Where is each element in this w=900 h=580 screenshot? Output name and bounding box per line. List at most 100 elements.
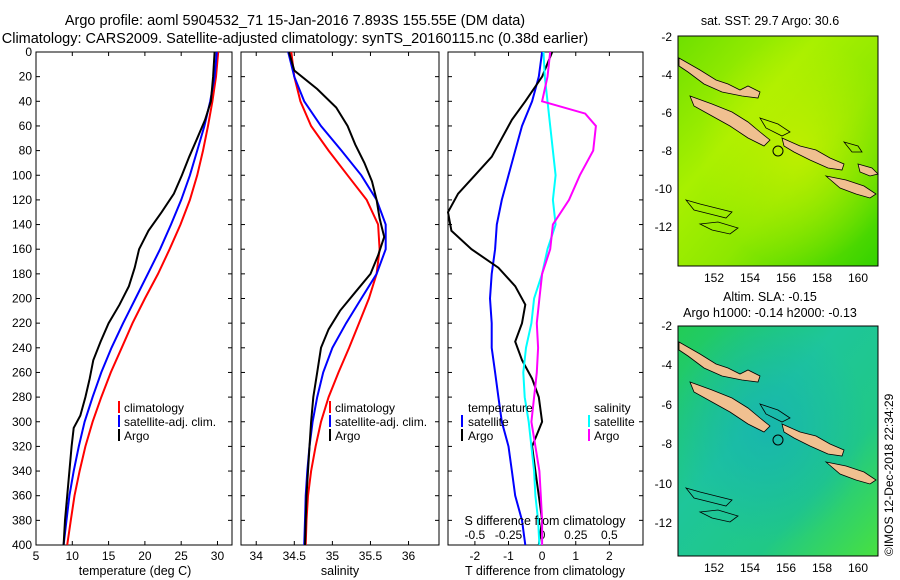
legend-label-climatology: climatology <box>124 401 184 415</box>
y-tick-label: 0 <box>25 45 32 59</box>
sst-coastlines <box>684 117 863 235</box>
x-tick-label: 10 <box>66 549 80 563</box>
series-line-s-satellite <box>522 51 557 546</box>
y-tick-label: 180 <box>12 267 32 281</box>
map-ytick: -10 <box>655 477 673 491</box>
sla-coastlines <box>684 403 791 523</box>
legend-title-salinity: salinity <box>594 401 631 415</box>
map-xtick: 160 <box>848 271 868 285</box>
sst-map-ticks: 152 154 156 158 160 -2 -4 -6 -8 -10 -12 <box>655 30 869 285</box>
x-tick-label: -2 <box>470 549 481 563</box>
y-tick-label: 400 <box>12 538 32 552</box>
legend-label-satellite: satellite-adj. clim. <box>124 415 216 429</box>
series-line-climatology <box>290 51 381 546</box>
map-xtick: 152 <box>704 271 724 285</box>
y-tick-label: 40 <box>19 94 33 108</box>
y-tick-label: 260 <box>12 365 32 379</box>
title-line-2: Climatology: CARS2009. Satellite-adjuste… <box>2 31 589 47</box>
difference-legend: temperature satellite Argo salinity sate… <box>461 401 635 443</box>
y-tick-label: 360 <box>12 489 32 503</box>
series-line-argo <box>288 51 386 546</box>
sst-map: sat. SST: 29.7 Argo: 30.6 152 154 156 15… <box>655 14 879 285</box>
y-tick-label: 60 <box>19 119 33 133</box>
map-ytick: -6 <box>661 398 672 412</box>
sla-map-frame <box>677 325 879 557</box>
y-tick-label: 300 <box>12 415 32 429</box>
x-tick-label: 1 <box>572 549 579 563</box>
map-ytick: -4 <box>661 68 672 82</box>
x-tick-label: -1 <box>503 549 514 563</box>
series-line-climatology <box>66 51 220 546</box>
legend-label-climatology: climatology <box>335 401 395 415</box>
map-xtick: 160 <box>848 561 868 575</box>
x-tick-label: 34.5 <box>283 549 307 563</box>
temperature-panel: 0 20 40 60 80 100 120 140 160 180 200 220 240 260 280 3… <box>12 45 233 563</box>
x2-tick-label: 0.5 <box>601 528 618 542</box>
x-tick-label: 35.5 <box>359 549 383 563</box>
map-ytick: -12 <box>655 220 673 234</box>
y-tick-label: 100 <box>12 168 32 182</box>
series-line-satellite-adj-clim- <box>62 51 218 546</box>
plot-frame <box>240 51 440 546</box>
legend-label-satellite: satellite-adj. clim. <box>335 415 427 429</box>
y-tick-label: 160 <box>12 242 32 256</box>
imos-credit: ©IMOS 12-Dec-2018 22:34:29 <box>882 393 896 556</box>
map-ytick: -8 <box>661 144 672 158</box>
s-difference-xlabel: S difference from climatology <box>465 514 627 528</box>
salinity-xlabel: salinity <box>321 564 360 578</box>
sla-map-title-2: Argo h1000: -0.14 h2000: -0.13 <box>683 306 857 320</box>
y-tick-label: 20 <box>19 70 33 84</box>
legend-label-argo: Argo <box>124 429 150 443</box>
x2-tick-label: -0.25 <box>495 528 523 542</box>
legend-label-t-satellite: satellite <box>468 415 509 429</box>
temperature-legend: climatology satellite-adj. clim. Argo <box>118 401 216 443</box>
x-tick-label: 34 <box>250 549 264 563</box>
salinity-panel: 34 34.5 35 35.5 36 <box>240 51 440 563</box>
map-xtick: 156 <box>776 561 796 575</box>
difference-panel: -2 -1 0 1 2-0.5 -0.25 0 0.25 0.5 <box>446 51 644 563</box>
map-xtick: 158 <box>812 271 832 285</box>
x-tick-label: 25 <box>175 549 189 563</box>
y-tick-label: 220 <box>12 316 32 330</box>
x-tick-label: 30 <box>211 549 225 563</box>
y-tick-label: 240 <box>12 341 32 355</box>
y-tick-label: 280 <box>12 390 32 404</box>
sst-map-frame <box>677 35 879 267</box>
y-tick-label: 120 <box>12 193 32 207</box>
x-tick-label: 35 <box>326 549 340 563</box>
salinity-legend: climatology satellite-adj. clim. Argo <box>329 401 427 443</box>
map-ytick: -2 <box>661 319 672 333</box>
series-line-s-argo <box>530 51 597 545</box>
temperature-xlabel: temperature (deg C) <box>79 564 192 578</box>
map-xtick: 154 <box>740 271 760 285</box>
sst-warm-patch <box>678 36 878 266</box>
y-tick-label: 80 <box>19 144 33 158</box>
legend-title-temperature: temperature <box>468 401 533 415</box>
map-ytick: -4 <box>661 358 672 372</box>
map-ytick: -8 <box>661 437 672 451</box>
y-tick-label: 340 <box>12 464 32 478</box>
y-tick-label: 140 <box>12 218 32 232</box>
series-line-satellite-adj-clim- <box>287 51 387 546</box>
sla-map-ticks: 152 154 156 158 160 -2 -4 -6 -8 -10 -12 <box>655 319 869 575</box>
x-tick-label: 2 <box>606 549 613 563</box>
x-tick-label: 5 <box>33 549 40 563</box>
sla-map: Altim. SLA: -0.15 Argo h1000: -0.14 h200… <box>655 290 879 575</box>
series-line-t-satellite <box>488 51 544 546</box>
series-line-argo <box>62 51 216 546</box>
map-xtick: 158 <box>812 561 832 575</box>
sla-map-title-1: Altim. SLA: -0.15 <box>723 290 817 304</box>
x2-tick-label: -0.5 <box>465 528 486 542</box>
legend-label-argo: Argo <box>335 429 361 443</box>
map-xtick: 154 <box>740 561 760 575</box>
x-tick-label: 0 <box>539 549 546 563</box>
sst-map-title: sat. SST: 29.7 Argo: 30.6 <box>701 14 839 28</box>
map-ytick: -2 <box>661 30 672 44</box>
map-ytick: -6 <box>661 106 672 120</box>
plot-frame <box>447 51 644 546</box>
argo-position-marker <box>772 145 784 157</box>
map-xtick: 152 <box>704 561 724 575</box>
map-ytick: -10 <box>655 182 673 196</box>
